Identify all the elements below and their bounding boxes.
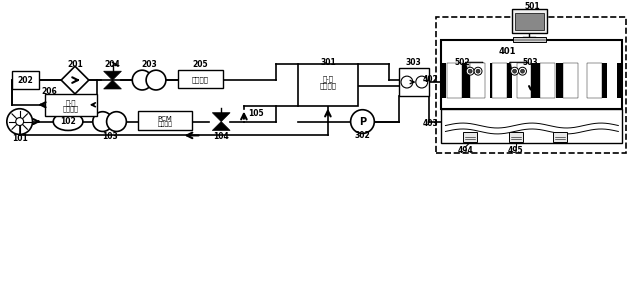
Bar — [11, 71, 40, 89]
Bar — [517, 63, 531, 98]
Circle shape — [7, 109, 33, 134]
Bar — [441, 109, 622, 143]
Bar — [447, 63, 463, 98]
Text: 混合装置: 混合装置 — [320, 83, 336, 89]
Text: 204: 204 — [105, 60, 121, 69]
Polygon shape — [212, 113, 230, 122]
Circle shape — [512, 69, 517, 73]
Circle shape — [132, 70, 152, 90]
Text: 302: 302 — [355, 131, 370, 140]
Bar — [512, 37, 546, 42]
Text: 分离装置: 分离装置 — [63, 106, 79, 112]
Text: 301: 301 — [320, 58, 336, 67]
Polygon shape — [510, 62, 528, 69]
Text: 402: 402 — [423, 75, 438, 83]
Text: 201: 201 — [67, 60, 83, 69]
Polygon shape — [61, 66, 89, 94]
Circle shape — [401, 76, 413, 88]
Bar — [441, 40, 622, 109]
Ellipse shape — [53, 113, 83, 130]
Bar — [577, 63, 588, 98]
Bar — [587, 63, 602, 98]
Circle shape — [468, 69, 472, 73]
Bar — [512, 63, 523, 98]
Circle shape — [93, 112, 112, 131]
Text: 101: 101 — [11, 134, 27, 143]
Polygon shape — [103, 80, 121, 89]
Text: 202: 202 — [18, 76, 33, 85]
Bar — [607, 63, 618, 98]
Bar — [479, 63, 490, 98]
Circle shape — [476, 69, 480, 73]
Text: 气-液: 气-液 — [66, 100, 76, 106]
Text: 103: 103 — [101, 132, 117, 141]
Polygon shape — [212, 122, 230, 130]
Bar — [399, 68, 429, 96]
Bar — [545, 63, 556, 98]
Bar — [138, 111, 191, 130]
Text: 104: 104 — [213, 132, 229, 141]
Bar — [441, 63, 622, 98]
Text: 494: 494 — [457, 146, 473, 155]
Bar — [540, 63, 555, 98]
Text: 雾化装置: 雾化装置 — [192, 77, 209, 83]
Text: 105: 105 — [248, 109, 263, 118]
Circle shape — [107, 112, 126, 131]
Bar — [441, 63, 622, 98]
Bar — [563, 63, 578, 98]
Text: 501: 501 — [524, 3, 540, 12]
Text: 气-液: 气-液 — [322, 76, 334, 82]
Text: 203: 203 — [141, 60, 157, 69]
Bar — [508, 132, 523, 142]
Text: PCM: PCM — [158, 116, 172, 122]
Text: 502: 502 — [454, 58, 470, 67]
Circle shape — [16, 118, 24, 126]
Text: 403: 403 — [423, 119, 438, 128]
Text: 205: 205 — [193, 60, 208, 69]
Circle shape — [146, 70, 166, 90]
Bar — [515, 13, 544, 30]
Text: P: P — [359, 117, 366, 127]
Circle shape — [521, 69, 524, 73]
Bar — [553, 132, 567, 142]
Circle shape — [510, 67, 519, 75]
Bar — [447, 63, 457, 98]
Circle shape — [519, 67, 526, 75]
Bar — [470, 63, 485, 98]
Bar — [492, 63, 507, 98]
Circle shape — [466, 67, 474, 75]
Text: 102: 102 — [60, 117, 76, 126]
Text: 206: 206 — [41, 87, 57, 97]
Circle shape — [416, 76, 427, 88]
Bar — [463, 132, 477, 142]
Text: 495: 495 — [508, 146, 523, 155]
Circle shape — [351, 110, 375, 133]
Bar — [178, 70, 223, 88]
Polygon shape — [465, 62, 483, 69]
Text: 503: 503 — [523, 58, 538, 67]
Text: 303: 303 — [406, 58, 422, 67]
Bar — [512, 9, 547, 33]
Text: 401: 401 — [499, 47, 516, 56]
Bar — [298, 64, 357, 106]
Bar — [45, 94, 97, 116]
Circle shape — [474, 67, 482, 75]
Text: 换热系统: 换热系统 — [158, 122, 172, 127]
Bar — [436, 17, 627, 153]
Polygon shape — [103, 71, 121, 80]
